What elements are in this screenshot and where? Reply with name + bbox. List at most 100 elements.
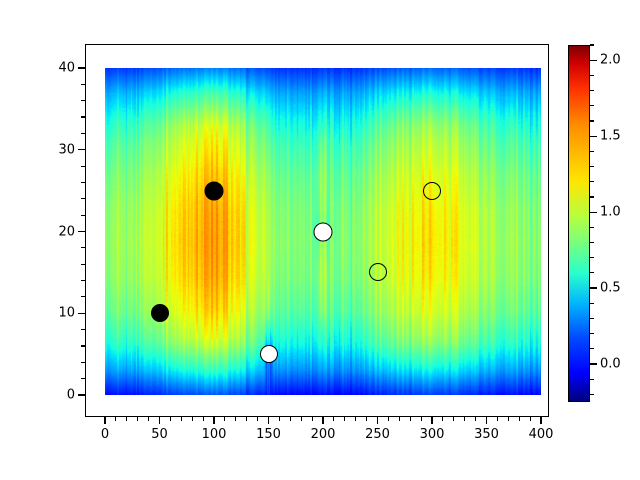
x-tick-minor xyxy=(169,417,171,421)
colorbar-tick-minor xyxy=(590,74,594,76)
y-tick-minor xyxy=(81,214,85,216)
y-tick-label: 30 xyxy=(58,142,75,158)
x-tick-label: 50 xyxy=(151,427,168,442)
colorbar-tick-label: 1.0 xyxy=(600,204,621,220)
y-tick-minor xyxy=(81,247,85,249)
x-tick-minor xyxy=(180,417,182,421)
x-tick-minor xyxy=(300,417,302,421)
y-tick-minor xyxy=(81,83,85,85)
colorbar-tick-minor xyxy=(590,226,594,228)
colorbar-tick-major xyxy=(590,363,597,365)
x-tick-minor xyxy=(464,417,466,421)
colorbar-tick-major xyxy=(590,135,597,137)
colorbar-tick-minor xyxy=(590,393,594,395)
y-tick-minor xyxy=(81,116,85,118)
x-tick-label: 350 xyxy=(474,427,499,442)
y-tick-label: 40 xyxy=(58,60,75,76)
x-tick-minor xyxy=(475,417,477,421)
x-tick-minor xyxy=(496,417,498,421)
x-tick-major xyxy=(376,417,379,424)
x-tick-minor xyxy=(235,417,237,421)
x-tick-minor xyxy=(115,417,117,421)
x-tick-minor xyxy=(420,417,422,421)
x-tick-minor xyxy=(398,417,400,421)
x-tick-minor xyxy=(137,417,139,421)
colorbar-tick-minor xyxy=(590,120,594,122)
colorbar-tick-minor xyxy=(590,257,594,259)
y-tick-minor xyxy=(81,198,85,200)
marker-white-150-5 xyxy=(259,345,278,364)
colorbar-tick-minor xyxy=(590,272,594,274)
x-tick-label: 0 xyxy=(100,427,110,442)
colorbar-tick-minor xyxy=(590,44,594,46)
colorbar-tick-label: 1.5 xyxy=(600,128,621,144)
marker-white-200-20 xyxy=(313,222,333,241)
colorbar-tick-major xyxy=(590,59,597,61)
colorbar-tick-label: 0.5 xyxy=(600,280,621,296)
colorbar-tick-minor xyxy=(590,317,594,320)
marker-open-250-15 xyxy=(368,263,387,282)
x-tick-label: 150 xyxy=(256,427,281,442)
y-tick-minor xyxy=(81,181,85,184)
colorbar-tick-minor xyxy=(590,378,594,380)
y-tick-minor xyxy=(81,361,85,363)
x-tick-minor xyxy=(126,417,128,421)
colorbar-tick-minor xyxy=(590,333,594,335)
colorbar-tick-label: 0.0 xyxy=(600,356,621,372)
x-tick-major xyxy=(431,417,433,424)
marker-open-300-25 xyxy=(423,181,441,200)
colorbar-tick-minor xyxy=(590,196,594,198)
x-tick-label: 300 xyxy=(419,427,445,442)
marker-black-100-25 xyxy=(204,181,224,201)
x-tick-minor xyxy=(387,417,389,421)
x-tick-minor xyxy=(246,417,248,421)
y-tick-minor xyxy=(81,279,85,282)
y-tick-label: 0 xyxy=(66,387,75,403)
colorbar: 0.0 0.5 1.0 1.5 2.0 xyxy=(568,44,621,402)
colorbar-tick-major xyxy=(590,287,597,289)
x-tick-minor xyxy=(366,417,368,421)
y-tick-major xyxy=(78,149,85,151)
x-tick-label: 250 xyxy=(365,427,390,442)
marker-black-50-10 xyxy=(150,304,169,323)
x-tick-label: 400 xyxy=(528,427,554,442)
x-tick-minor xyxy=(202,417,204,421)
colorbar-tick-label: 2.0 xyxy=(600,52,621,68)
x-tick-minor xyxy=(224,417,226,421)
y-tick-major xyxy=(78,312,85,314)
y-tick-major xyxy=(78,230,85,233)
x-tick-major xyxy=(267,417,270,424)
y-tick-minor xyxy=(81,263,85,265)
x-tick-major xyxy=(104,417,106,424)
x-tick-minor xyxy=(507,417,509,421)
x-tick-minor xyxy=(257,417,259,421)
colorbar-tick-minor xyxy=(590,302,594,304)
x-tick-major xyxy=(158,417,161,424)
y-tick-minor xyxy=(81,165,85,167)
x-tick-minor xyxy=(409,417,411,421)
x-tick-minor xyxy=(333,417,335,421)
x-tick-minor xyxy=(442,417,444,421)
x-tick-major xyxy=(485,417,488,424)
colorbar-tick-minor xyxy=(590,165,594,168)
y-tick-minor xyxy=(81,378,85,380)
y-tick-label: 10 xyxy=(58,305,75,321)
x-tick-label: 100 xyxy=(201,427,227,442)
colorbar-tick-minor xyxy=(590,348,594,350)
colorbar-tick-major xyxy=(590,211,597,213)
y-tick-minor xyxy=(81,100,85,102)
y-tick-major xyxy=(78,67,85,69)
x-tick-major xyxy=(213,417,215,424)
x-tick-major xyxy=(322,417,324,424)
x-tick-minor xyxy=(311,417,313,421)
x-tick-label: 200 xyxy=(310,427,336,442)
colorbar-tick-minor xyxy=(590,181,594,183)
x-tick-minor xyxy=(278,417,280,421)
y-tick-minor xyxy=(81,132,85,134)
colorbar-tick-minor xyxy=(590,241,594,244)
x-tick-minor xyxy=(453,417,455,421)
y-tick-label: 20 xyxy=(58,224,75,239)
x-tick-minor xyxy=(191,417,193,421)
x-tick-minor xyxy=(344,417,346,421)
